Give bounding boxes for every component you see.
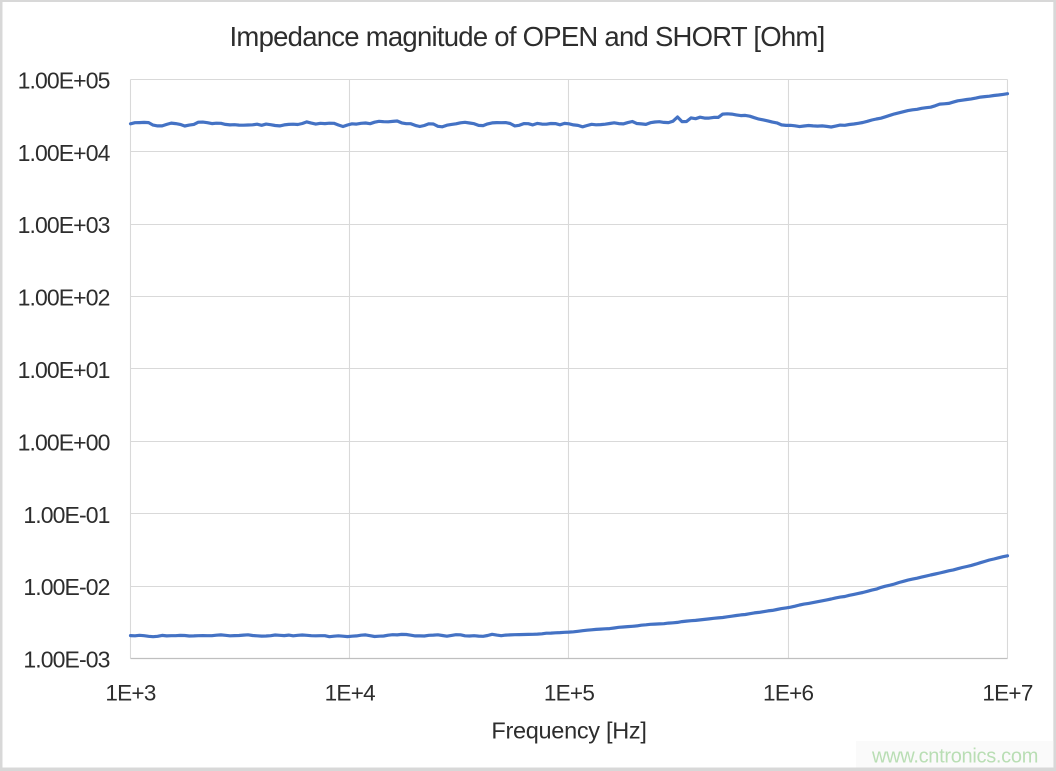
svg-text:1E+5: 1E+5: [544, 680, 595, 705]
svg-text:www.cntronics.com: www.cntronics.com: [871, 746, 1038, 768]
svg-text:1.00E+02: 1.00E+02: [18, 285, 110, 311]
svg-text:1E+7: 1E+7: [982, 680, 1033, 705]
svg-text:1.00E+00: 1.00E+00: [18, 429, 110, 455]
svg-text:1E+3: 1E+3: [105, 680, 156, 705]
svg-text:1.00E+05: 1.00E+05: [18, 67, 110, 93]
svg-text:1.00E-03: 1.00E-03: [23, 647, 109, 673]
svg-text:1E+4: 1E+4: [325, 680, 376, 705]
svg-text:1E+6: 1E+6: [763, 680, 814, 705]
svg-text:1.00E-01: 1.00E-01: [23, 502, 109, 528]
svg-text:Frequency [Hz]: Frequency [Hz]: [491, 717, 646, 743]
svg-text:1.00E+01: 1.00E+01: [18, 357, 110, 383]
svg-text:Impedance magnitude of OPEN an: Impedance magnitude of OPEN and SHORT [O…: [230, 21, 825, 52]
svg-text:1.00E-02: 1.00E-02: [23, 574, 109, 600]
svg-text:1.00E+03: 1.00E+03: [18, 212, 110, 238]
svg-text:1.00E+04: 1.00E+04: [18, 140, 111, 166]
